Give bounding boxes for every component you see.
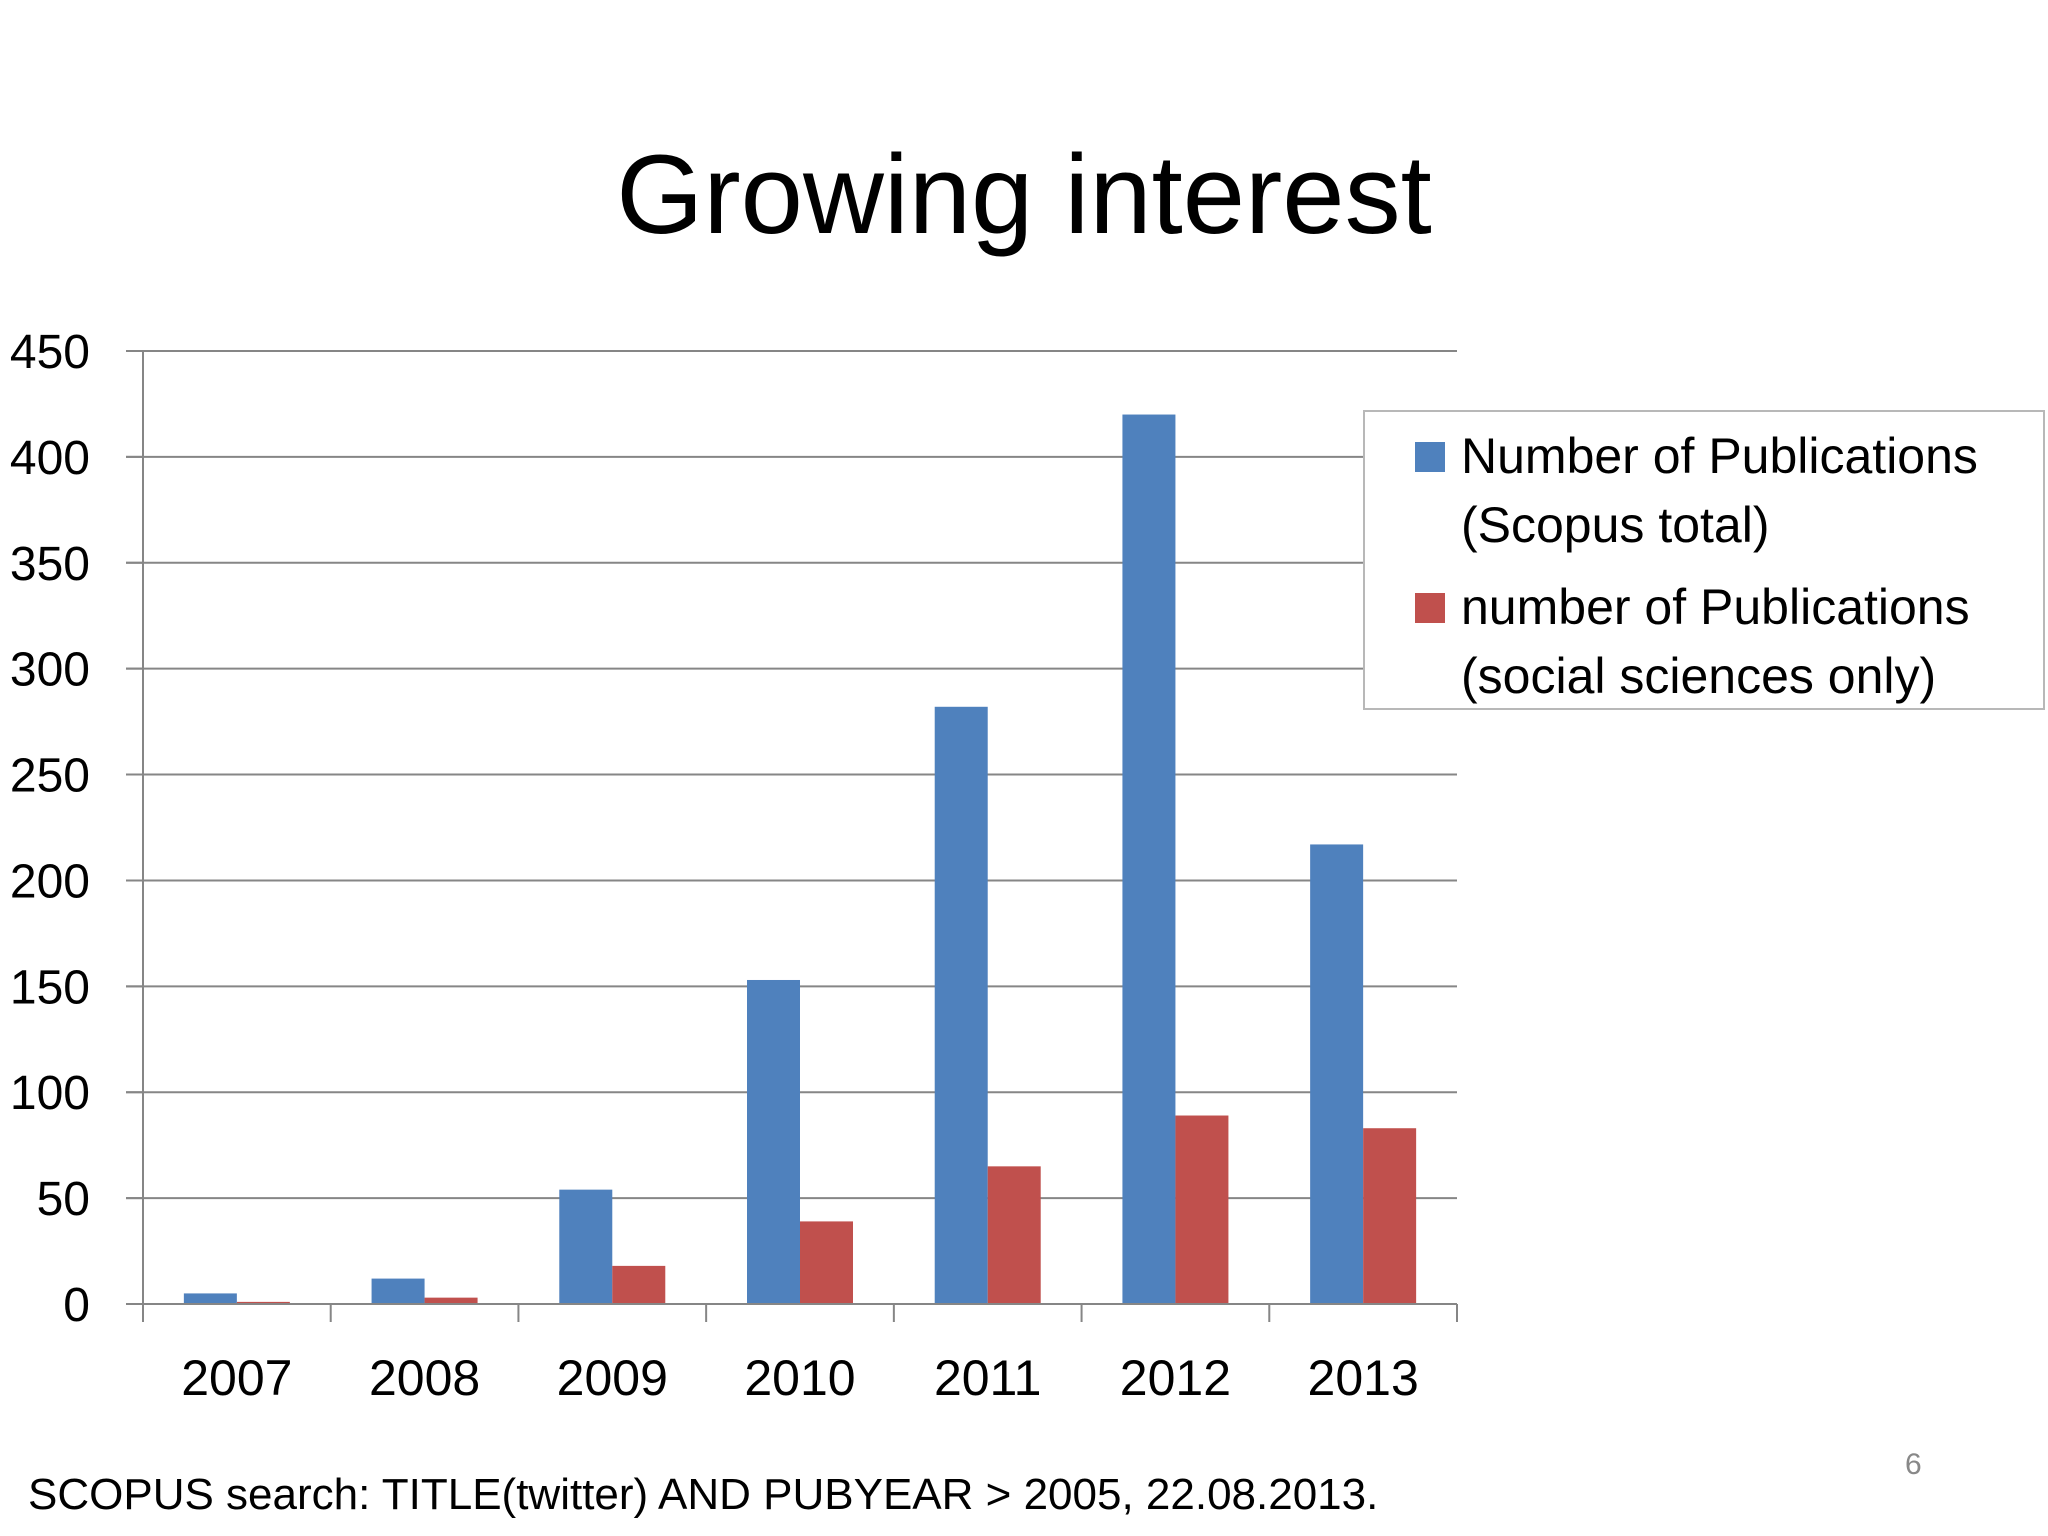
bar-scopus-total xyxy=(1310,844,1364,1304)
bar-social-sciences xyxy=(1175,1115,1229,1304)
y-tick-label: 100 xyxy=(10,1067,90,1120)
legend-swatch-scopus-total xyxy=(1415,442,1445,472)
y-tick-label: 250 xyxy=(10,750,90,803)
y-tick-label: 50 xyxy=(37,1173,90,1226)
bar-social-sciences xyxy=(612,1265,666,1304)
tick-labels: 0 50 100 150 200 250 300 350 400 450 2007 2008 2009 2… xyxy=(10,326,1419,1406)
legend-label-social-sciences: number of Publications (social sciences … xyxy=(1461,573,1970,711)
slide-title: Growing interest xyxy=(616,132,1432,257)
legend-line: (social sciences only) xyxy=(1461,648,1937,704)
y-tick-label: 350 xyxy=(10,538,90,591)
legend-line: number of Publications xyxy=(1461,579,1970,635)
bars xyxy=(183,414,1417,1304)
axes xyxy=(126,350,1458,1322)
y-tick-label: 300 xyxy=(10,644,90,697)
x-tick-label: 2010 xyxy=(744,1350,855,1406)
source-note: SCOPUS search: TITLE(twitter) AND PUBYEA… xyxy=(28,1470,1379,1519)
y-tick-label: 400 xyxy=(10,432,90,485)
bar-social-sciences xyxy=(236,1301,290,1304)
legend-line: (Scopus total) xyxy=(1461,497,1770,553)
x-tick-label: 2007 xyxy=(181,1350,292,1406)
bar-scopus-total xyxy=(1122,414,1176,1304)
y-tick-label: 450 xyxy=(10,326,90,379)
legend-label-scopus-total: Number of Publications (Scopus total) xyxy=(1461,422,1978,560)
x-tick-label: 2008 xyxy=(369,1350,480,1406)
bar-social-sciences xyxy=(800,1221,853,1304)
y-tick-label: 200 xyxy=(10,855,90,908)
bar-scopus-total xyxy=(934,706,988,1304)
legend-line: Number of Publications xyxy=(1461,428,1978,484)
x-tick-label: 2012 xyxy=(1120,1350,1231,1406)
x-tick-label: 2013 xyxy=(1308,1350,1419,1406)
x-tick-label: 2011 xyxy=(934,1350,1042,1406)
page-number: 6 xyxy=(1905,1448,1922,1481)
legend-swatch-social-sciences xyxy=(1415,593,1445,623)
bar-social-sciences xyxy=(987,1166,1041,1304)
bar-scopus-total xyxy=(747,979,800,1304)
y-tick-label: 0 xyxy=(63,1279,90,1332)
bar-social-sciences xyxy=(424,1297,478,1304)
chart-legend: Number of Publications (Scopus total) nu… xyxy=(1363,410,2045,710)
bar-scopus-total xyxy=(183,1293,237,1304)
bar-scopus-total xyxy=(559,1189,613,1304)
bar-scopus-total xyxy=(371,1278,425,1304)
bar-social-sciences xyxy=(1363,1128,1417,1304)
legend-item-social-sciences: number of Publications (social sciences … xyxy=(1415,573,2033,711)
y-tick-label: 150 xyxy=(10,961,90,1014)
x-tick-label: 2009 xyxy=(557,1350,668,1406)
legend-item-scopus-total: Number of Publications (Scopus total) xyxy=(1415,422,2033,560)
